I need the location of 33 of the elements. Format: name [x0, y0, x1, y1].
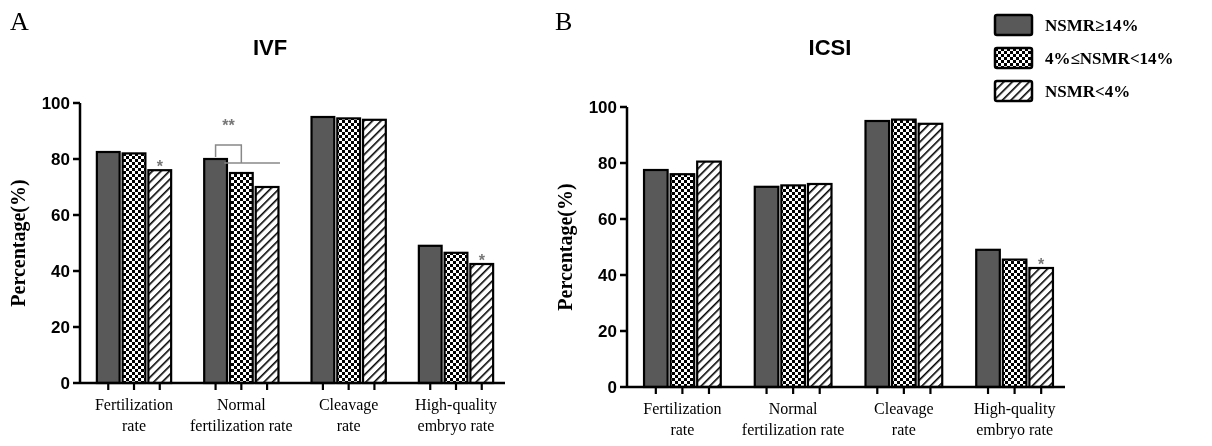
annotation: **: [222, 117, 236, 134]
chart-title: ICSI: [808, 35, 852, 60]
legend-label: NSMR≥14%: [1045, 15, 1139, 35]
annotation: *: [1038, 256, 1046, 273]
chart-title: IVF: [252, 35, 288, 60]
x-tick-label: Normal fertilization rate: [741, 400, 845, 438]
y-tick-label: 80: [598, 153, 617, 173]
y-tick-label: 100: [588, 97, 617, 117]
annotation: *: [478, 252, 486, 269]
x-tick-label: Cleavage rate: [318, 396, 379, 434]
y-axis-title: Percentage(%): [554, 183, 577, 311]
x-tick-label: Fertilization rate: [643, 400, 722, 438]
x-tick-label: High-quality embryo rate: [415, 396, 497, 435]
x-tick-label: High-quality embryo rate: [973, 400, 1056, 439]
x-tick-label: Fertilization rate: [94, 396, 174, 434]
y-tick-label: 40: [51, 261, 70, 281]
legend-label: NSMR<4%: [1045, 81, 1131, 101]
annotation: *: [156, 158, 164, 176]
y-tick-label: 80: [51, 149, 70, 169]
y-tick-label: 60: [51, 205, 70, 225]
y-tick-label: 60: [598, 209, 617, 229]
x-tick-label: Cleavage rate: [874, 400, 934, 438]
text: B: [555, 7, 573, 36]
y-tick-label: 20: [51, 317, 70, 337]
y-axis-title: Percentage(%): [7, 179, 30, 307]
text: A: [10, 7, 29, 36]
y-tick-label: 20: [598, 321, 617, 341]
x-tick-label: Normal fertilization rate: [190, 396, 293, 434]
y-tick-label: 0: [60, 373, 70, 393]
y-tick-label: 40: [598, 265, 617, 285]
y-tick-label: 0: [607, 377, 617, 397]
y-tick-label: 100: [41, 93, 70, 113]
legend-label: 4%≤NSMR<14%: [1045, 48, 1174, 68]
